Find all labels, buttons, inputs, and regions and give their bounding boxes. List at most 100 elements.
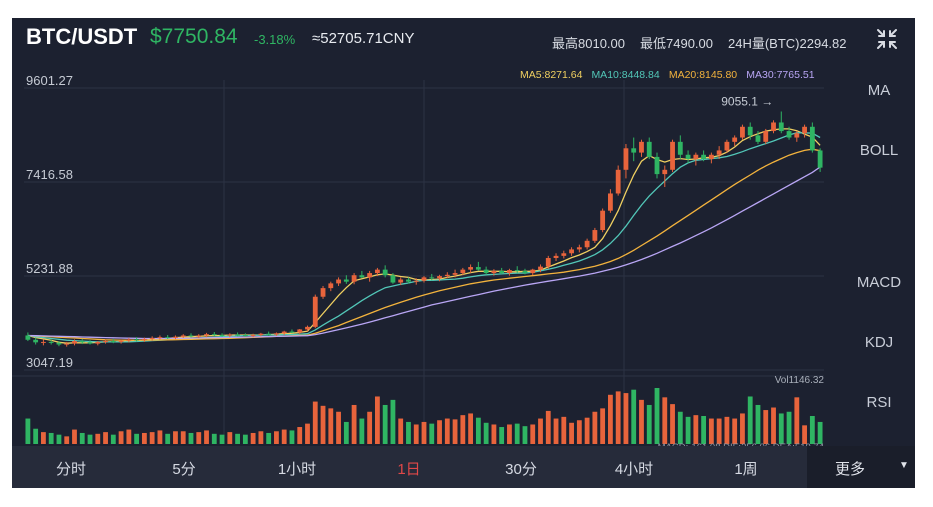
volume-bar — [654, 388, 660, 444]
volume-bar — [25, 418, 31, 444]
dropdown-arrow-icon: ▼ — [899, 460, 909, 471]
volume-24h: 24H量(BTC)2294.82 — [728, 36, 847, 51]
candle-body — [802, 126, 807, 134]
indicator-rsi[interactable]: RSI — [866, 394, 892, 411]
volume-bar — [507, 424, 512, 444]
tab-1hour[interactable]: 1小时 — [277, 461, 317, 478]
indicator-kdj[interactable]: KDJ — [864, 334, 894, 351]
candle-body — [33, 339, 39, 343]
volume-bar — [328, 408, 334, 444]
volume-bar — [390, 399, 396, 444]
more-button[interactable]: 更多 ▼ — [807, 446, 915, 488]
volume-bar — [242, 434, 248, 444]
candle-body — [281, 331, 287, 334]
candle-body — [173, 336, 178, 339]
volume-bar — [48, 432, 54, 444]
volume-bar — [343, 421, 349, 444]
volume-bar — [809, 416, 815, 444]
volume-bar — [374, 396, 380, 444]
volume-bar — [126, 429, 132, 444]
indicator-boll[interactable]: BOLL — [859, 142, 899, 159]
volume-bar — [398, 418, 404, 444]
candle-body — [491, 270, 497, 274]
tab-5min[interactable]: 5分 — [172, 461, 196, 478]
volume-bar — [165, 433, 171, 444]
high-24h: 最高8010.00 — [552, 36, 625, 51]
candle-body — [608, 193, 613, 211]
volume-bar — [677, 411, 683, 444]
candle-body — [110, 341, 116, 343]
volume-bar — [266, 432, 272, 444]
volume-bar — [460, 415, 466, 444]
volume-bar — [134, 433, 140, 444]
candle-body — [149, 338, 155, 340]
volume-bar — [483, 422, 489, 444]
candle-body — [180, 335, 186, 337]
candle-body — [600, 210, 606, 231]
more-label: 更多 — [835, 461, 866, 478]
volume-bar — [693, 415, 699, 444]
candle-body — [817, 150, 823, 168]
candle-body — [336, 279, 341, 284]
candle-body — [444, 274, 450, 277]
volume-bar — [662, 397, 668, 444]
candle-body — [475, 267, 481, 270]
candle-body — [390, 275, 396, 283]
candle-body — [196, 335, 202, 337]
candle-body — [631, 148, 637, 153]
candle-body — [724, 141, 730, 151]
tab-4hour[interactable]: 4小时 — [614, 461, 654, 478]
candle-body — [72, 341, 77, 344]
volume-bar — [180, 431, 186, 444]
volume-bar — [468, 413, 474, 444]
candle-body — [258, 333, 264, 336]
candle-body — [755, 135, 761, 142]
candle-body — [374, 269, 380, 274]
candle-body — [639, 141, 644, 153]
volume-bar — [491, 424, 497, 444]
volume-bar — [600, 408, 606, 444]
low-24h: 最低7490.00 — [640, 36, 713, 51]
max-price-annotation: 9055.1 → — [721, 94, 773, 108]
volume-bar — [305, 423, 310, 444]
candle-body — [771, 122, 776, 132]
fullscreen-icon[interactable] — [874, 26, 900, 52]
tab-1week[interactable]: 1周 — [734, 461, 758, 478]
tab-1day[interactable]: 1日 — [397, 461, 421, 478]
tab-30min[interactable]: 30分 — [505, 461, 537, 478]
volume-bar — [351, 404, 357, 444]
y-tick-label: 7416.58 — [26, 167, 73, 182]
volume-bar — [41, 432, 46, 444]
tab-timeshare[interactable]: 分时 — [55, 461, 87, 478]
candle-body — [79, 341, 85, 343]
indicator-macd[interactable]: MACD — [856, 274, 902, 291]
candle-body — [227, 334, 233, 336]
candle-body — [553, 255, 559, 259]
price-change: -3.18% — [254, 32, 296, 47]
volume-bar — [444, 418, 450, 444]
volume-bar — [755, 404, 761, 444]
candle-body — [460, 269, 466, 274]
volume-bar — [320, 405, 326, 444]
trading-pair: BTC/USDT — [26, 24, 138, 49]
volume-bar — [110, 434, 116, 444]
candle-body — [740, 126, 745, 138]
candle-body — [103, 341, 108, 343]
volume-bar — [623, 393, 629, 444]
candle-body — [763, 131, 769, 142]
volume-bar — [188, 432, 194, 444]
volume-bar — [250, 432, 256, 444]
volume-bar — [499, 427, 505, 444]
candle-body — [165, 337, 171, 339]
volume-bar — [118, 431, 124, 444]
candle-body — [538, 266, 543, 270]
candle-body — [157, 337, 163, 339]
candle-body — [693, 154, 699, 160]
candle-body — [413, 280, 419, 282]
volume-bar — [33, 428, 39, 444]
volume-bar — [670, 404, 675, 444]
indicator-ma[interactable]: MA — [867, 82, 891, 99]
candle-body — [188, 335, 194, 337]
candle-body — [141, 338, 147, 341]
candle-body — [530, 269, 536, 274]
